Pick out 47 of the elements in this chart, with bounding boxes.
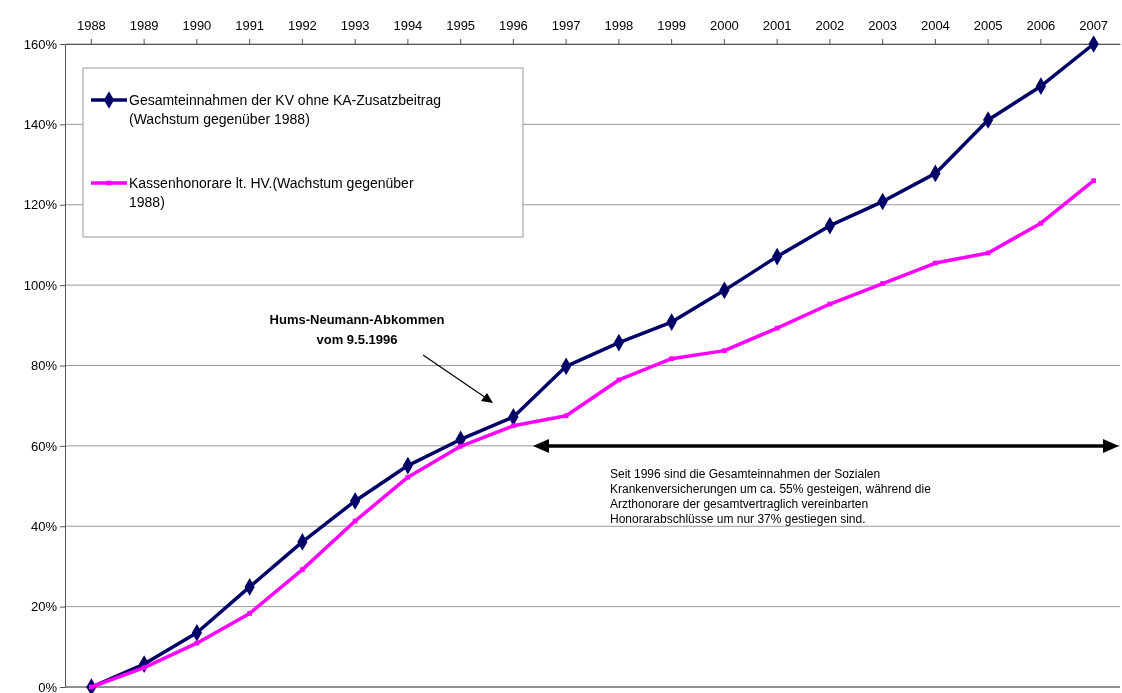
x-tick-label: 2001 xyxy=(762,17,792,33)
point xyxy=(458,443,463,449)
y-tick-label: 0% xyxy=(38,679,58,693)
x-tick-label: 2007 xyxy=(1079,17,1109,33)
annotation: Seit 1996 sind die Gesamteinnahmen der Sozialen Krankenversicherungen um ca. 55% gesteigen, während die Arzthonorare der gesamtvertraglich vereinbarten Honorarabschlüsse um nur 37% gestiegen sind. xyxy=(610,467,932,526)
x-tick-label: 1996 xyxy=(498,17,528,33)
point xyxy=(194,640,200,646)
point xyxy=(563,413,569,419)
point xyxy=(511,423,516,429)
x-tick-label: 1999 xyxy=(657,17,687,33)
x-tick-label: 1988 xyxy=(76,17,106,33)
x-tick-label: 1994 xyxy=(393,17,423,33)
y-tick-label: 20% xyxy=(30,599,58,615)
point xyxy=(1091,178,1096,183)
point xyxy=(247,611,252,616)
point xyxy=(300,567,305,572)
y-tick-label: 60% xyxy=(30,438,58,454)
legend-label: Gesamteinnahmen der KV ohne KA-Zusatzbeitrag (Wachstum gegenüber 1988) xyxy=(129,92,442,127)
x-tick-label: 2006 xyxy=(1026,17,1056,33)
point xyxy=(722,348,727,353)
y-tick-label: 120% xyxy=(23,197,58,213)
point xyxy=(405,474,411,480)
y-tick-label: 40% xyxy=(30,518,58,534)
y-tick-label: 140% xyxy=(23,117,58,133)
legend-label: Kassenhonorare lt. HV.(Wachstum gegenüber 1988) xyxy=(129,175,414,210)
x-tick-label: 1995 xyxy=(446,17,476,33)
x-tick-label: 1998 xyxy=(604,17,634,33)
y-tick-label: 160% xyxy=(23,36,58,52)
point xyxy=(1038,220,1044,226)
x-tick-label: 2003 xyxy=(868,17,898,33)
x-tick-label: 1990 xyxy=(182,17,212,33)
point xyxy=(933,260,938,266)
x-tick-label: 1992 xyxy=(287,17,317,33)
x-tick-label: 1997 xyxy=(551,17,581,33)
x-tick-label: 2004 xyxy=(920,17,950,33)
x-tick-label: 2002 xyxy=(815,17,845,33)
point xyxy=(880,281,885,286)
point xyxy=(141,665,147,671)
y-tick-label: 80% xyxy=(30,358,58,374)
x-tick-label: 2005 xyxy=(973,17,1003,33)
point xyxy=(669,356,674,362)
x-tick-label: 2000 xyxy=(709,17,739,33)
y-tick-label: 100% xyxy=(23,277,58,293)
x-tick-label: 1991 xyxy=(235,17,265,33)
x-tick-label: 1993 xyxy=(340,17,370,33)
x-tick-label: 1989 xyxy=(129,17,159,33)
annotation: Hums-Neumann-Abkommen vom 9.5.1996 xyxy=(269,312,445,347)
